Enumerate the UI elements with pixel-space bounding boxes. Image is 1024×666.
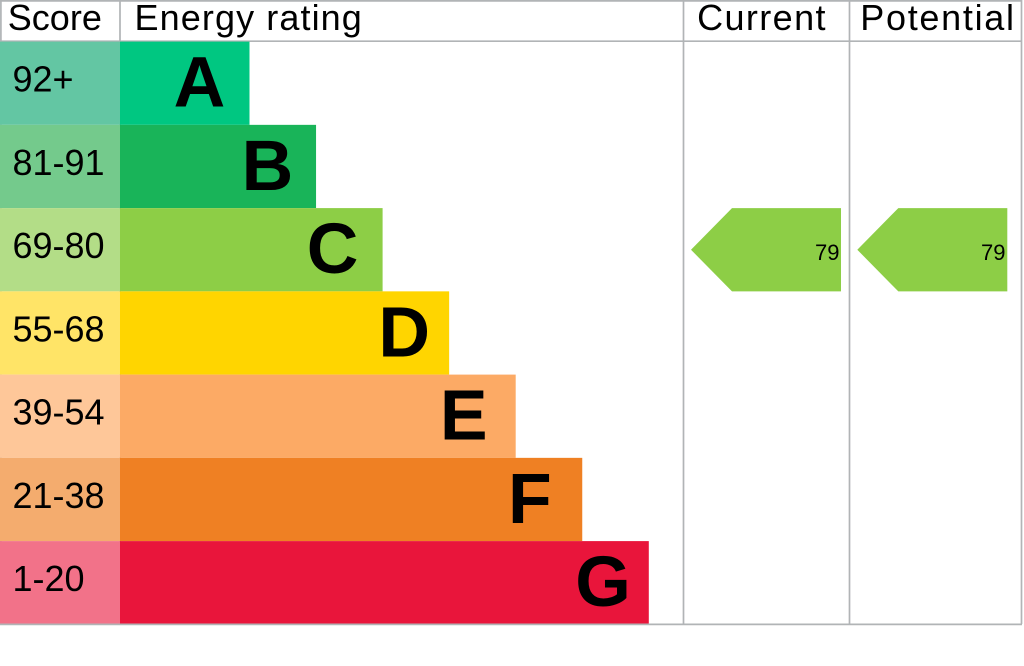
- svg-text:1-20: 1-20: [13, 558, 85, 599]
- svg-text:G: G: [575, 542, 631, 622]
- svg-text:Potential: Potential: [860, 0, 1015, 38]
- svg-text:Score: Score: [8, 0, 102, 38]
- svg-text:21-38: 21-38: [13, 475, 105, 516]
- svg-text:D: D: [378, 292, 430, 372]
- svg-text:Energy rating: Energy rating: [135, 0, 363, 38]
- svg-text:79: 79: [981, 240, 1005, 265]
- svg-text:C: C: [307, 209, 359, 289]
- svg-text:81-91: 81-91: [13, 142, 105, 183]
- svg-text:A: A: [174, 43, 226, 123]
- svg-text:39-54: 39-54: [13, 392, 105, 433]
- svg-text:69-80: 69-80: [13, 225, 105, 266]
- svg-text:E: E: [440, 376, 488, 456]
- svg-text:92+: 92+: [13, 59, 74, 100]
- svg-text:Current: Current: [697, 0, 827, 38]
- svg-text:79: 79: [815, 240, 839, 265]
- svg-text:B: B: [242, 126, 294, 206]
- svg-text:55-68: 55-68: [13, 308, 105, 349]
- svg-text:F: F: [508, 459, 552, 539]
